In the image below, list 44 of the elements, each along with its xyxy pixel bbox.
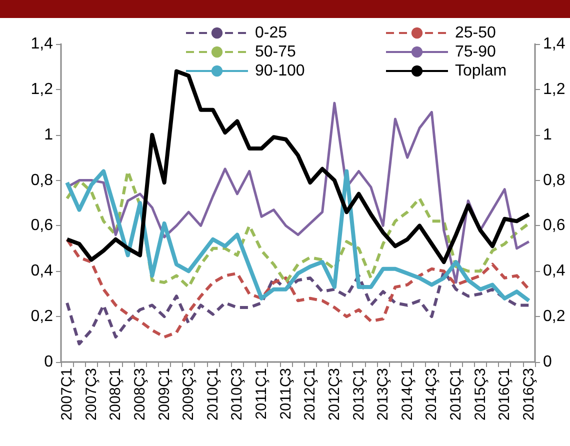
x-tick-label: 2008Ç3 <box>132 368 148 421</box>
x-tick-label: 2013Ç3 <box>374 368 392 421</box>
y2-tick-label: 0,2 <box>543 308 566 326</box>
x-tick-label: 2012Ç3 <box>326 368 343 421</box>
y2-tick-label: 1 <box>543 126 552 144</box>
legend-label: 90-100 <box>255 62 305 80</box>
y2-tick-label: 0,8 <box>543 172 566 189</box>
legend-label: 25-50 <box>455 24 496 42</box>
x-tick-label: 2015Ç1 <box>448 368 464 421</box>
x-tick-label: 2015Ç3 <box>472 368 489 421</box>
x-tick-label: 2010Ç1 <box>204 368 222 421</box>
x-tick-label: 2011Ç1 <box>253 368 270 420</box>
legend-label: 75-90 <box>455 44 496 60</box>
x-tick-label: 2016Ç1 <box>496 368 514 421</box>
y2-tick-label: 0,4 <box>543 262 566 280</box>
x-tick-label: 2010Ç3 <box>228 368 246 421</box>
x-tick-label: 2007Ç3 <box>82 368 100 421</box>
x-tick-label: 2009Ç1 <box>156 368 173 421</box>
y-tick-label: 0,8 <box>30 172 54 189</box>
x-tick-label: 2014Ç1 <box>398 368 416 421</box>
x-tick-label: 2014Ç3 <box>423 368 440 421</box>
x-tick-label: 2009Ç3 <box>180 368 198 421</box>
y-tick-label: 0,2 <box>30 308 54 326</box>
y2-tick-label: 1,2 <box>543 80 566 98</box>
x-tick-label: 2013Ç1 <box>350 368 368 421</box>
x-tick-label: 2016Ç3 <box>520 368 538 421</box>
y2-tick-label: 0 <box>543 354 552 370</box>
x-tick-label: 2007Ç1 <box>58 368 76 421</box>
y-tick-label: 0 <box>44 354 54 370</box>
y-tick-label: 1,2 <box>30 80 54 98</box>
x-tick-label: 2008Ç1 <box>107 368 124 421</box>
legend-label: Toplam <box>455 62 507 80</box>
x-tick-label: 2012Ç1 <box>302 368 319 421</box>
line-series <box>66 270 530 346</box>
legend-label: 0-25 <box>255 24 288 42</box>
y2-tick-label: 0,6 <box>543 217 566 234</box>
y2-tick-label: 1,4 <box>543 36 566 52</box>
y-tick-label: 1 <box>44 126 54 144</box>
x-tick-label: 2011Ç3 <box>277 368 294 420</box>
y-tick-label: 0,6 <box>30 217 54 234</box>
legend-label: 50-75 <box>255 44 296 60</box>
y-tick-label: 1,4 <box>30 36 54 52</box>
line-series <box>66 238 530 339</box>
y-tick-label: 0,4 <box>30 262 54 280</box>
